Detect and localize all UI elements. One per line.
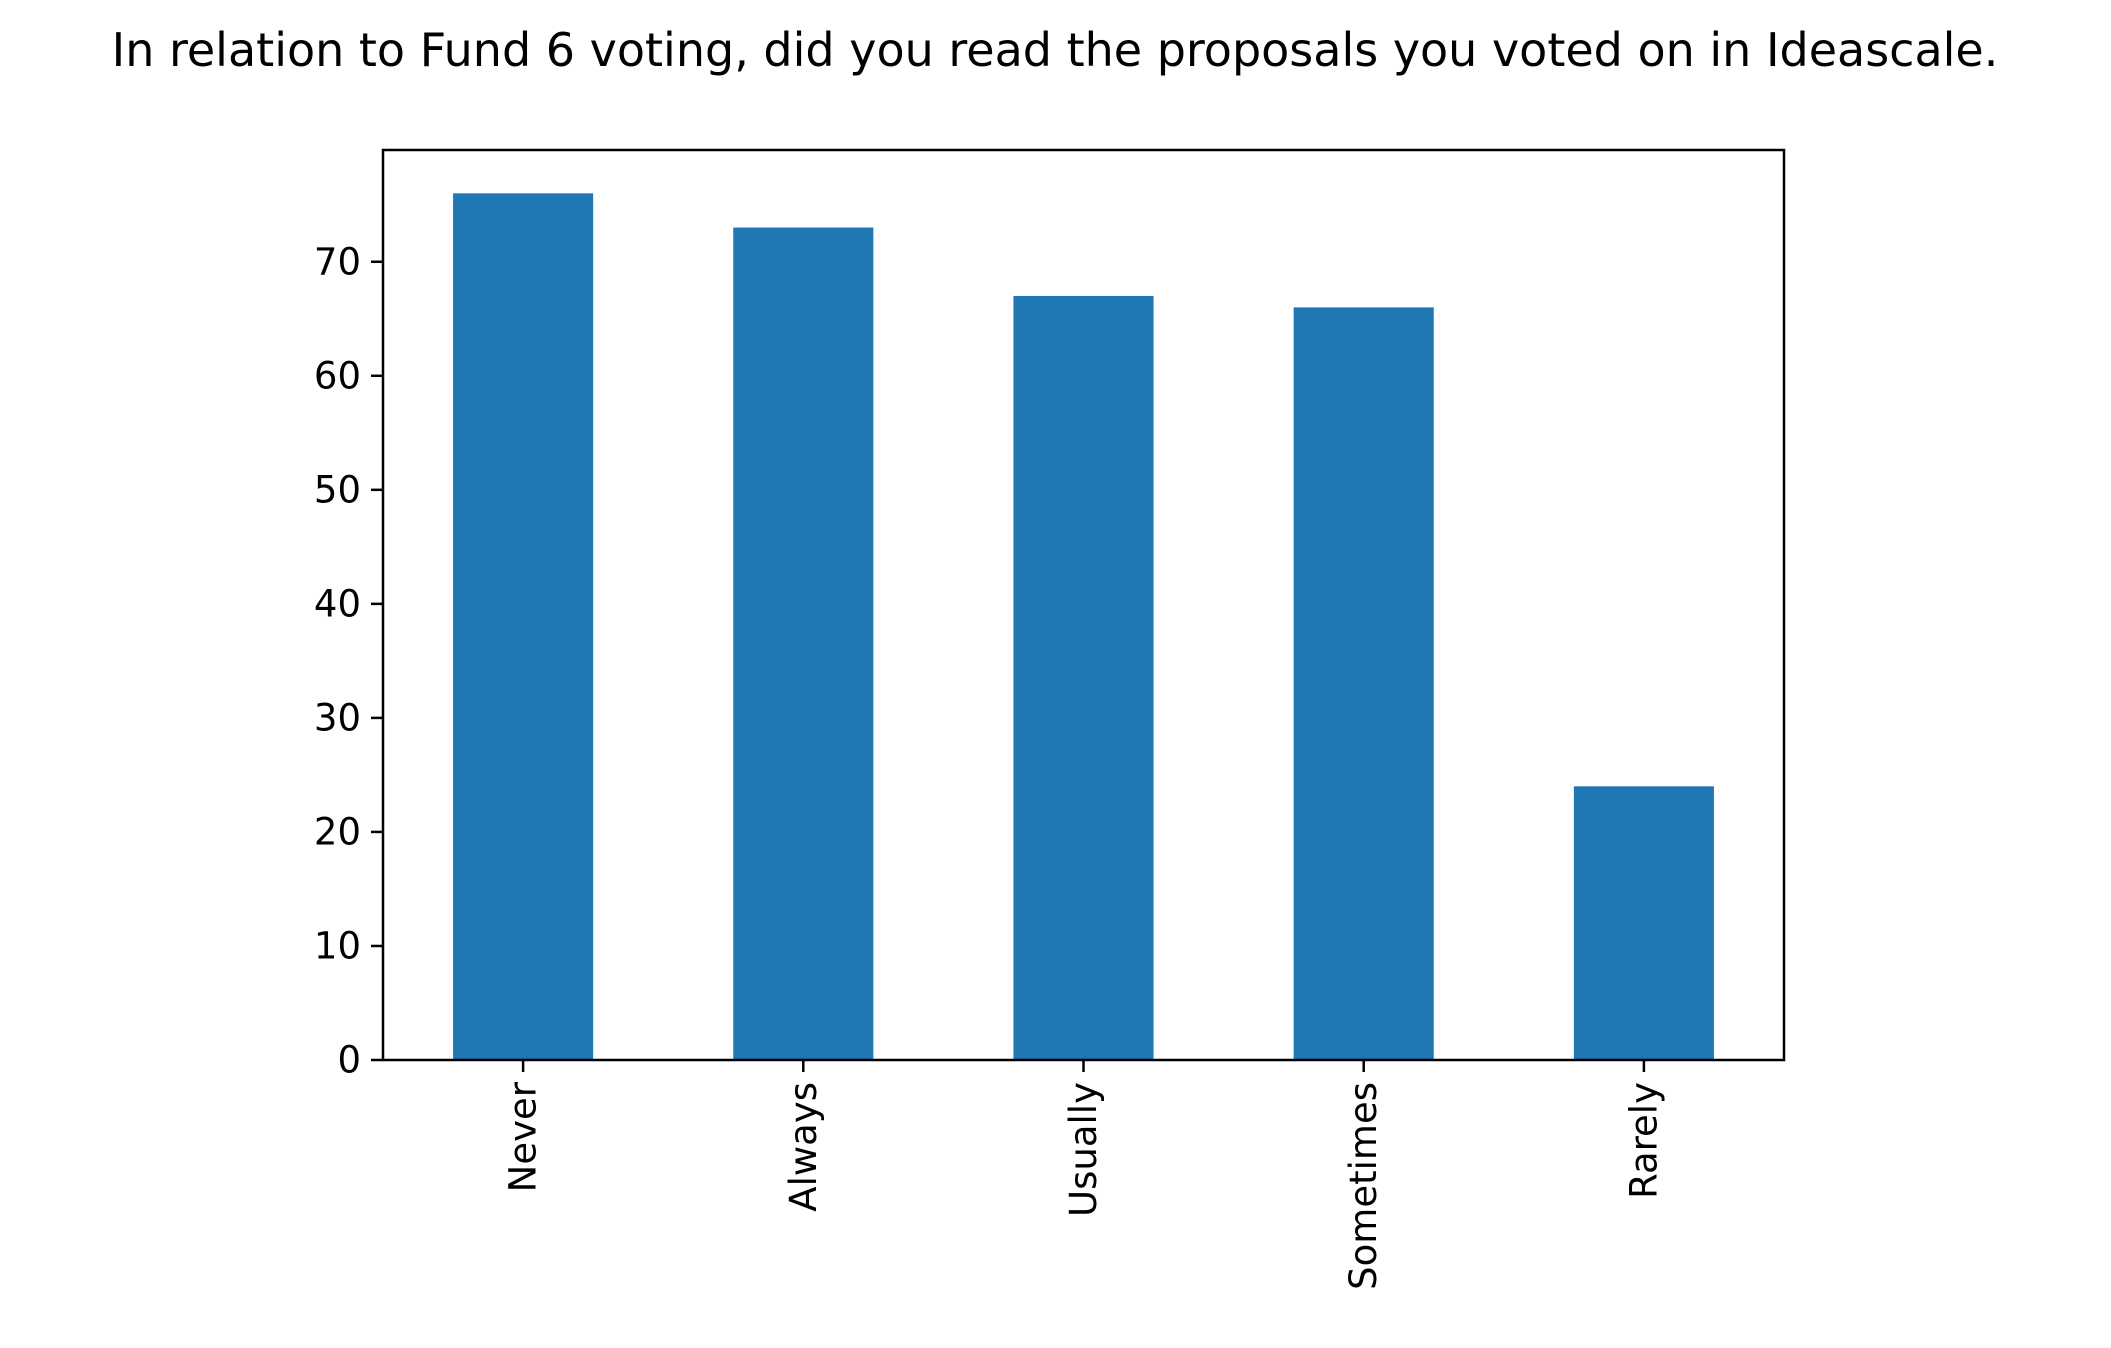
bar-never bbox=[453, 193, 594, 1061]
y-tick-label-10: 10 bbox=[314, 924, 361, 967]
bar-usually bbox=[1013, 295, 1154, 1060]
y-tick-label-40: 40 bbox=[314, 582, 361, 625]
bar-sometimes bbox=[1293, 307, 1434, 1060]
bar-rarely bbox=[1573, 786, 1714, 1060]
plot-frame bbox=[381, 148, 1786, 1062]
bars-layer bbox=[453, 193, 1714, 1061]
y-tick-label-60: 60 bbox=[314, 354, 361, 397]
chart-title: In relation to Fund 6 voting, did you re… bbox=[112, 23, 1999, 77]
y-tick-label-0: 0 bbox=[337, 1039, 361, 1082]
y-tick-label-70: 70 bbox=[314, 240, 361, 283]
y-tick-label-50: 50 bbox=[314, 468, 361, 511]
x-tick-label-always: Always bbox=[782, 1082, 825, 1212]
x-tick-label-usually: Usually bbox=[1062, 1082, 1105, 1217]
y-tick-label-30: 30 bbox=[314, 696, 361, 739]
bar-always bbox=[733, 227, 874, 1061]
x-tick-label-rarely: Rarely bbox=[1622, 1082, 1665, 1199]
x-tick-label-never: Never bbox=[502, 1081, 545, 1192]
x-tick-label-sometimes: Sometimes bbox=[1342, 1082, 1385, 1290]
y-tick-label-20: 20 bbox=[314, 810, 361, 853]
y-axis: 0 10 20 30 40 50 60 70 bbox=[314, 240, 383, 1082]
x-axis: Never Always Usually Sometimes Rarely bbox=[502, 1060, 1665, 1290]
